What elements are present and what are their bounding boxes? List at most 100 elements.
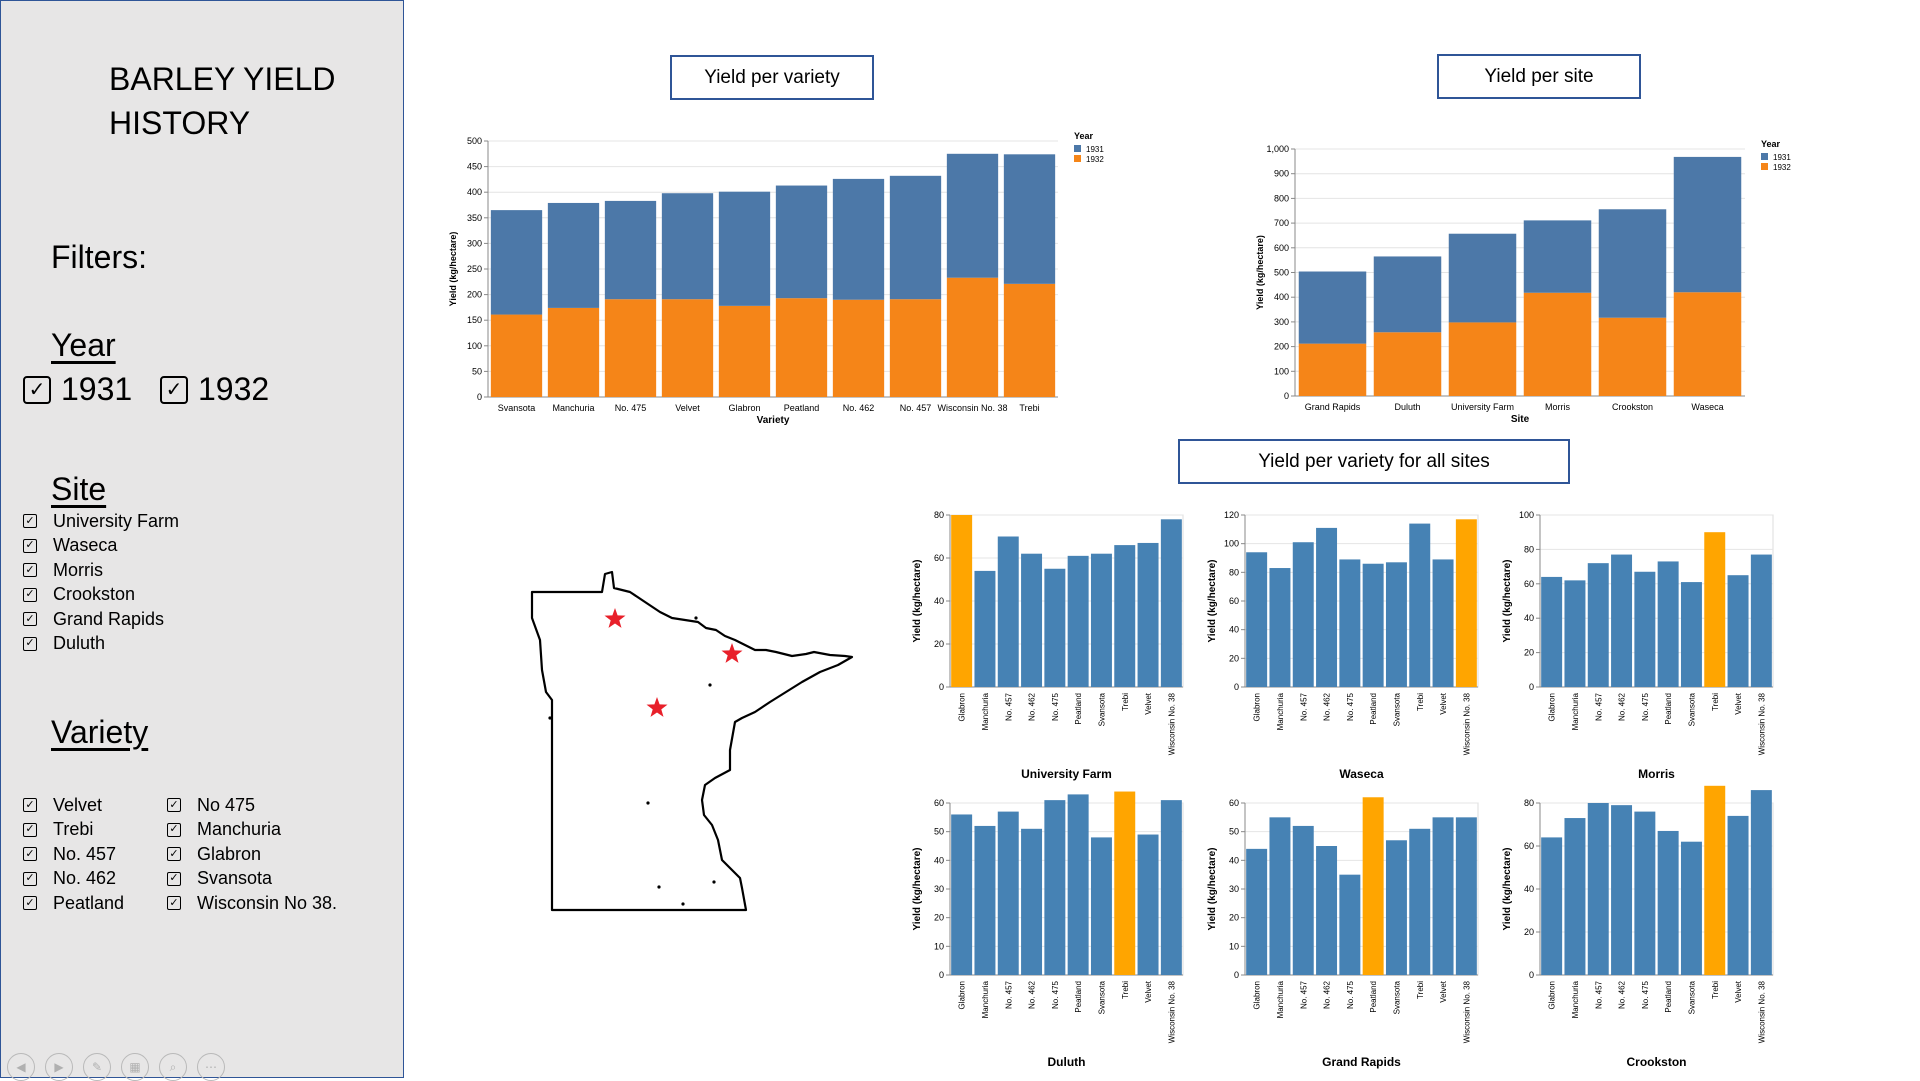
bar-morris-1932 — [1523, 292, 1592, 396]
bar-svansota-1932 — [490, 314, 543, 397]
x-tick-label: Velvet — [1734, 692, 1743, 715]
checkbox-checked-icon[interactable]: ✓ — [23, 587, 37, 602]
app-title: BARLEY YIELD HISTORY — [109, 57, 336, 145]
variety-checkbox-velvet[interactable]: ✓ Velvet — [23, 793, 124, 818]
x-tick-label: No. 457 — [1004, 980, 1013, 1009]
y-tick-label: 700 — [1274, 218, 1289, 228]
site-checkbox-crookston[interactable]: ✓ Crookston — [23, 583, 179, 608]
variety-heading: Variety — [51, 714, 149, 750]
x-tick-label: Peatland — [784, 403, 820, 413]
x-tick-label: Wisconsin No. 38 — [1757, 980, 1766, 1043]
variety-checkbox-trebi[interactable]: ✓ Trebi — [23, 818, 124, 843]
x-tick-label: Svansota — [1687, 692, 1696, 726]
y-tick-label: 60 — [934, 553, 944, 563]
year-checkbox-1932[interactable]: ✓ 1932 — [160, 371, 269, 408]
bar-manchuria — [974, 825, 996, 975]
variety-checkbox-list-2: ✓ No 475 ✓ Manchuria ✓ Glabron ✓ Svansota ✓ Wisco… — [167, 793, 337, 916]
bar-trebi-1931 — [1003, 154, 1056, 284]
map-dot — [708, 683, 712, 687]
title-yield-per-site: Yield per site — [1437, 54, 1641, 99]
site-checkbox-morris[interactable]: ✓ Morris — [23, 558, 179, 583]
zoom-icon[interactable]: ⌕ — [159, 1053, 187, 1081]
checkbox-checked-icon[interactable]: ✓ — [23, 822, 37, 837]
x-tick-label: Glabron — [958, 693, 967, 721]
y-tick-label: 200 — [467, 290, 482, 300]
site-checkbox-waseca[interactable]: ✓ Waseca — [23, 534, 179, 559]
site-label: Waseca — [53, 535, 118, 556]
y-tick-label: 350 — [467, 213, 482, 223]
variety-checkbox-no-462[interactable]: ✓ No. 462 — [23, 867, 124, 892]
checkbox-checked-icon[interactable]: ✓ — [167, 798, 181, 813]
x-tick-label: Svansota — [1392, 692, 1401, 726]
bar-grand-rapids-1931 — [1298, 271, 1367, 344]
panel-crookston: 0 20 40 60 80 Glabron Manchuria No. 457 No. 462 N… — [1502, 785, 1774, 1069]
bar-no-457 — [997, 811, 1019, 975]
bar-no-462 — [1316, 846, 1338, 975]
y-tick-label: 0 — [1234, 682, 1239, 692]
bar-no-457-1931 — [889, 175, 942, 300]
x-tick-label: Wisconsin No. 38 — [937, 403, 1007, 413]
variety-checkbox-manchuria[interactable]: ✓ Manchuria — [167, 818, 337, 843]
x-tick-label: Svansota — [1392, 980, 1401, 1014]
y-tick-label: 100 — [1224, 539, 1239, 549]
panel-waseca: 0 20 40 60 80 100 120 Glabron Manchuria No. 457 No… — [1207, 510, 1479, 781]
variety-checkbox-svansota[interactable]: ✓ Svansota — [167, 867, 337, 892]
site-checkbox-grand-rapids[interactable]: ✓ Grand Rapids — [23, 607, 179, 632]
variety-checkbox-glabron[interactable]: ✓ Glabron — [167, 842, 337, 867]
legend-label: 1932 — [1086, 155, 1104, 164]
y-tick-label: 400 — [1274, 292, 1289, 302]
bar-no-462 — [1021, 553, 1043, 687]
bar-velvet — [1727, 575, 1749, 687]
bar-velvet-1932 — [661, 299, 714, 397]
variety-checkbox-wisconsin-no-38[interactable]: ✓ Wisconsin No 38. — [167, 891, 337, 916]
x-tick-label: No. 475 — [1051, 692, 1060, 721]
site-checkbox-duluth[interactable]: ✓ Duluth — [23, 632, 179, 657]
x-tick-label: Waseca — [1691, 402, 1723, 412]
x-tick-label: Velvet — [1439, 692, 1448, 715]
checkbox-checked-icon[interactable]: ✓ — [23, 563, 37, 578]
checkbox-checked-icon[interactable]: ✓ — [23, 871, 37, 886]
x-tick-label: Wisconsin No. 38 — [1757, 692, 1766, 755]
checkbox-checked-icon[interactable]: ✓ — [167, 871, 181, 886]
checkbox-checked-icon[interactable]: ✓ — [23, 847, 37, 862]
y-tick-label: 0 — [477, 392, 482, 402]
checkbox-checked-icon[interactable]: ✓ — [23, 636, 37, 651]
legend-swatch-1931 — [1761, 153, 1768, 160]
y-tick-label: 40 — [1524, 613, 1534, 623]
x-tick-label: Velvet — [1144, 692, 1153, 715]
y-tick-label: 40 — [934, 855, 944, 865]
checkbox-checked-icon[interactable]: ✓ — [160, 375, 188, 404]
checkbox-checked-icon[interactable]: ✓ — [23, 798, 37, 813]
legend-swatch-1932 — [1761, 163, 1768, 170]
checkbox-checked-icon[interactable]: ✓ — [167, 896, 181, 911]
variety-checkbox-peatland[interactable]: ✓ Peatland — [23, 891, 124, 916]
x-tick-label: Manchuria — [981, 980, 990, 1018]
variety-checkbox-no-457[interactable]: ✓ No. 457 — [23, 842, 124, 867]
x-tick-label: Duluth — [1394, 402, 1420, 412]
year-checkbox-1931[interactable]: ✓ 1931 — [23, 371, 132, 408]
checkbox-checked-icon[interactable]: ✓ — [23, 896, 37, 911]
bar-no-457-1932 — [889, 299, 942, 397]
legend-label: 1931 — [1773, 153, 1791, 162]
checkbox-checked-icon[interactable]: ✓ — [167, 822, 181, 837]
pen-icon[interactable]: ✎ — [83, 1053, 111, 1081]
y-axis-title: Yield (kg/hectare) — [1502, 848, 1513, 931]
forward-icon[interactable]: ▶ — [45, 1053, 73, 1081]
site-checkbox-university-farm[interactable]: ✓ University Farm — [23, 509, 179, 534]
x-tick-label: Manchuria — [1276, 980, 1285, 1018]
variety-label: No. 457 — [53, 843, 117, 864]
checkbox-checked-icon[interactable]: ✓ — [23, 538, 37, 553]
checkbox-checked-icon[interactable]: ✓ — [23, 375, 51, 404]
checkbox-checked-icon[interactable]: ✓ — [23, 514, 37, 529]
variety-checkbox-no-475[interactable]: ✓ No 475 — [167, 793, 337, 818]
checkbox-checked-icon[interactable]: ✓ — [23, 612, 37, 627]
bar-wisconsin-no-38 — [1455, 519, 1477, 687]
bar-svansota — [1385, 562, 1407, 687]
checkbox-checked-icon[interactable]: ✓ — [167, 847, 181, 862]
slides-icon[interactable]: ▦ — [121, 1053, 149, 1081]
bar-no-462 — [1021, 828, 1043, 975]
y-tick-label: 60 — [1229, 798, 1239, 808]
x-tick-label: Trebi — [1416, 693, 1425, 711]
back-icon[interactable]: ◀ — [7, 1053, 35, 1081]
more-icon[interactable]: ⋯ — [197, 1053, 225, 1081]
